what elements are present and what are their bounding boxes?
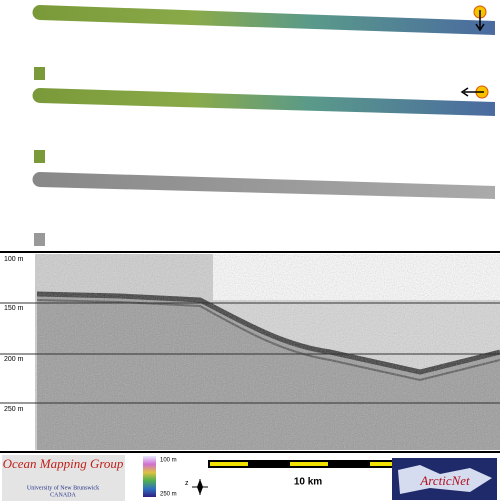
logo-box: [2, 455, 125, 501]
backscatter-strip: [32, 172, 495, 199]
sun-arrow: [475, 23, 485, 32]
footer: Ocean Mapping Group University of New Br…: [2, 455, 497, 501]
swath-strip: [32, 88, 495, 116]
north-label: z: [185, 480, 189, 487]
logo-text: CANADA: [50, 492, 76, 498]
noise: [35, 254, 500, 450]
inset-square: [34, 67, 45, 80]
partner-map: [398, 465, 492, 494]
swath-strip: [32, 5, 495, 35]
scale-bar-segment: [210, 462, 248, 466]
depth-label: 100 m: [4, 256, 24, 263]
partner-name: ArcticNet: [419, 473, 470, 488]
depth-label: 200 m: [4, 356, 24, 363]
color-scale-label: 100 m: [160, 458, 177, 464]
scale-label: 10 km: [294, 477, 322, 488]
logo-title: Ocean Mapping Group: [3, 456, 124, 471]
sun-arrow: [460, 87, 469, 97]
logo-text: University of New Brunswick: [27, 484, 99, 491]
north-arrow: [197, 479, 203, 495]
inset-square: [34, 233, 45, 246]
scale-bar-segment: [290, 462, 328, 466]
scale-bar-segment: [370, 462, 406, 466]
swath-panel: [32, 5, 495, 246]
color-scale-label: 250 m: [160, 492, 177, 498]
label-gutter: [0, 254, 35, 450]
depth-label: 250 m: [4, 406, 24, 413]
depth-label: 150 m: [4, 305, 24, 312]
profile-panel: 100 m 150 m 200 m 250 m: [0, 254, 500, 450]
inset-square: [34, 150, 45, 163]
color-scale: [143, 456, 156, 497]
